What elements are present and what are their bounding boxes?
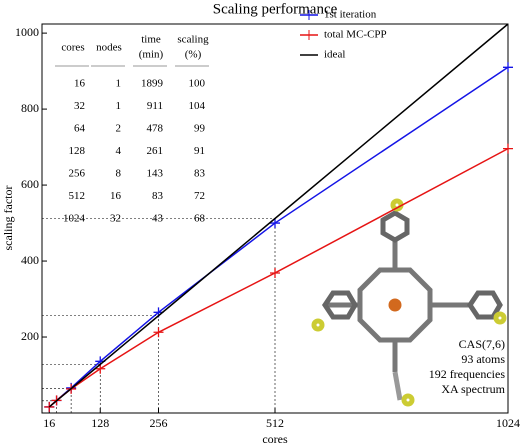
molecule xyxy=(311,198,507,407)
table-cell: 143 xyxy=(147,168,164,180)
legend-marker xyxy=(304,30,314,40)
table-cell: 1899 xyxy=(141,78,164,90)
table-header: time xyxy=(141,34,161,46)
table-cell: 16 xyxy=(74,78,86,90)
table-cell: 32 xyxy=(110,213,121,225)
table-cell: 911 xyxy=(147,100,163,112)
table-cell: 32 xyxy=(74,100,85,112)
marker xyxy=(503,143,513,154)
table-cell: 91 xyxy=(194,145,205,157)
table-cell: 83 xyxy=(152,190,164,202)
marker xyxy=(44,401,55,412)
y-tick-label: 1000 xyxy=(15,25,39,39)
x-tick-label: 1024 xyxy=(496,416,520,430)
annotation: CAS(7,6) xyxy=(459,337,505,351)
table-cell: 64 xyxy=(74,123,86,135)
x-tick-label: 512 xyxy=(266,416,284,430)
x-axis-label: cores xyxy=(262,432,288,446)
table-cell: 512 xyxy=(69,190,86,202)
annotation: 192 frequencies xyxy=(429,367,506,381)
table-cell: 1 xyxy=(116,78,122,90)
y-tick-label: 800 xyxy=(21,101,39,115)
table-cell: 72 xyxy=(194,190,205,202)
annotation: 93 atoms xyxy=(461,352,505,366)
y-axis-label: scaling factor xyxy=(1,186,15,251)
table-cell: 128 xyxy=(69,145,86,157)
series-line xyxy=(48,66,509,408)
y-tick-label: 400 xyxy=(21,253,39,267)
table-cell: 1024 xyxy=(63,213,86,225)
table-cell: 8 xyxy=(116,168,122,180)
legend-label: 1st iteration xyxy=(324,9,377,21)
table-cell: 2 xyxy=(116,123,122,135)
table-cell: 16 xyxy=(110,190,122,202)
y-tick-label: 200 xyxy=(21,329,39,343)
legend-label: total MC-CPP xyxy=(324,29,387,41)
table-header: (min) xyxy=(139,49,164,61)
table-header: scaling xyxy=(177,34,209,46)
table-header: cores xyxy=(61,42,84,54)
legend-marker xyxy=(304,10,314,20)
marker xyxy=(270,218,280,229)
table-cell: 83 xyxy=(194,168,206,180)
table-header: (%) xyxy=(185,49,202,61)
annotation: XA spectrum xyxy=(441,382,505,396)
table-cell: 478 xyxy=(147,123,164,135)
x-tick-label: 128 xyxy=(91,416,109,430)
marker xyxy=(153,327,164,338)
x-tick-label: 16 xyxy=(43,416,55,430)
marker xyxy=(95,363,106,374)
x-tick-label: 256 xyxy=(150,416,168,430)
y-tick-label: 600 xyxy=(21,177,39,191)
table-cell: 256 xyxy=(69,168,86,180)
marker xyxy=(503,62,513,73)
marker xyxy=(270,267,280,278)
table-header: nodes xyxy=(96,42,122,54)
table-cell: 4 xyxy=(116,145,122,157)
table-cell: 100 xyxy=(189,78,206,90)
series-line xyxy=(48,23,509,408)
table-cell: 68 xyxy=(194,213,206,225)
table-cell: 261 xyxy=(147,145,164,157)
table-cell: 104 xyxy=(189,100,206,112)
chart-title: Scaling performance xyxy=(213,1,338,17)
table-cell: 43 xyxy=(152,213,164,225)
legend-label: ideal xyxy=(324,49,345,61)
table-cell: 99 xyxy=(194,123,206,135)
table-cell: 1 xyxy=(116,100,122,112)
